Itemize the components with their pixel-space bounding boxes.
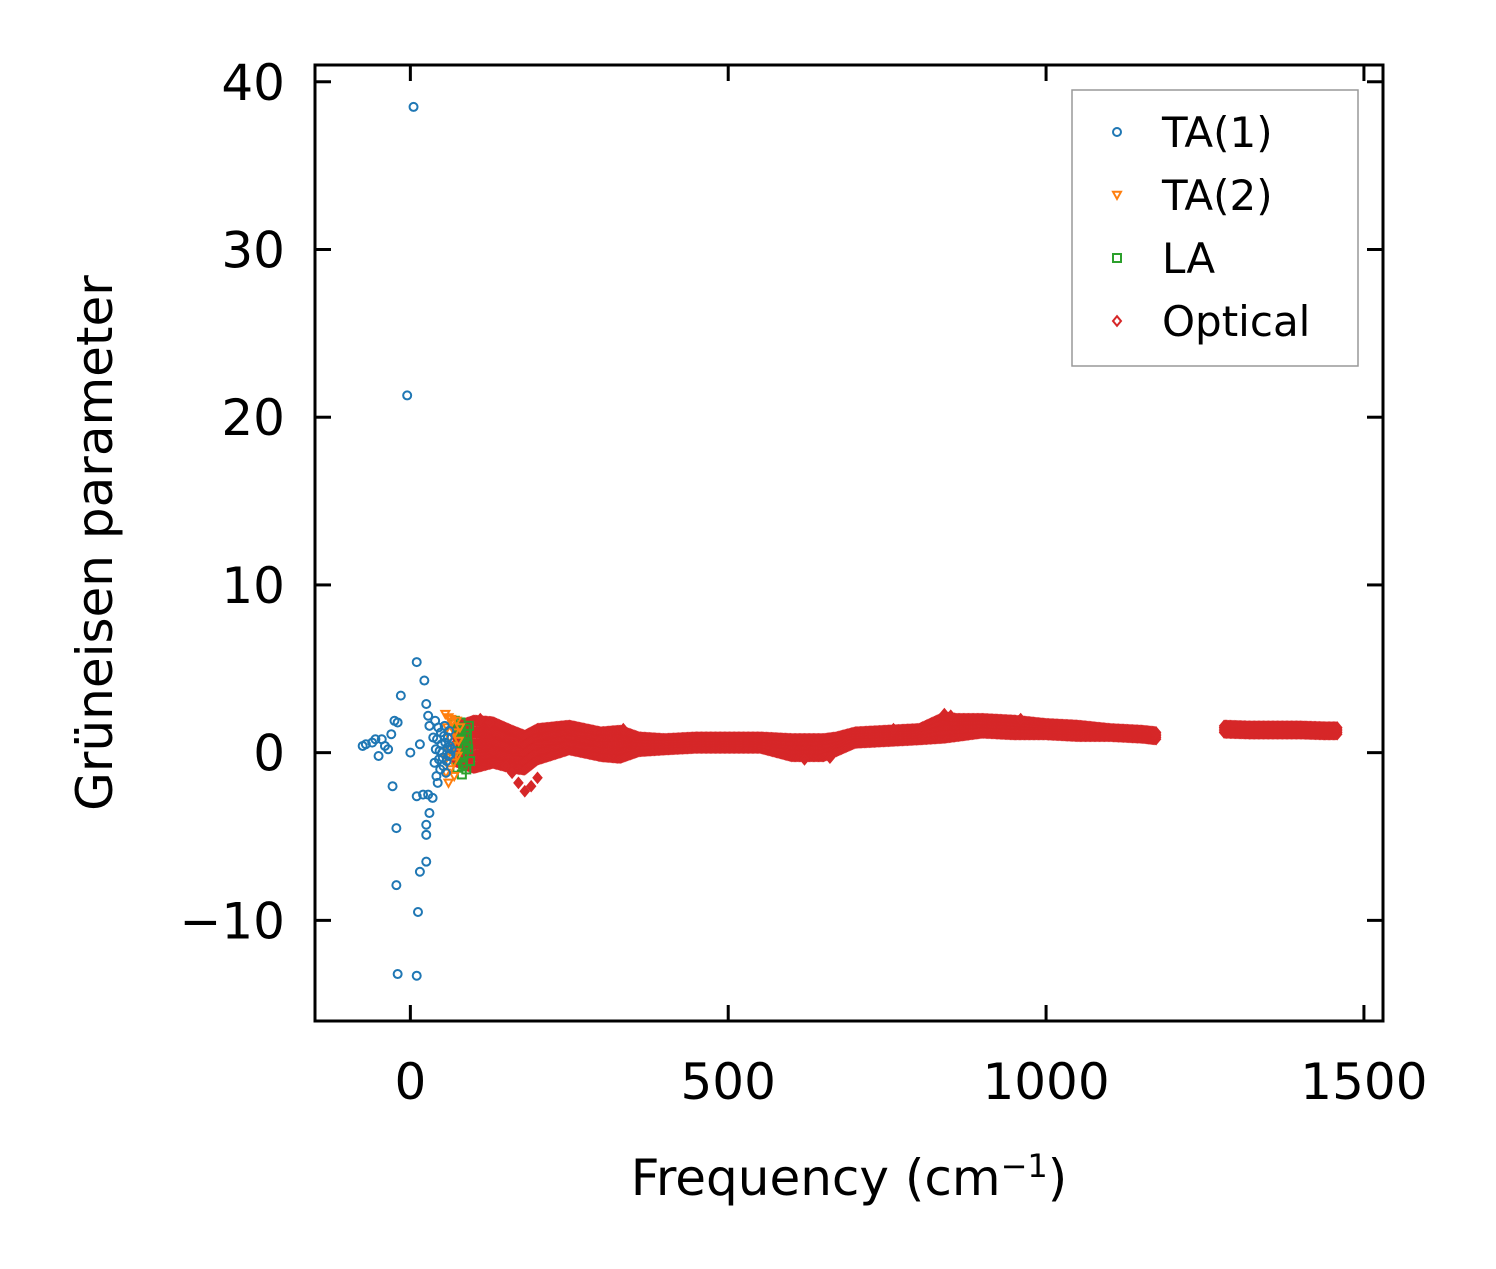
- data-point-ta-1-: [418, 789, 429, 800]
- data-point-ta-1-: [430, 715, 441, 726]
- x-tick-label: 1500: [1300, 1053, 1427, 1111]
- data-point-ta-1-: [423, 710, 434, 721]
- data-point-ta-1-: [412, 906, 423, 917]
- y-tick-label: 40: [221, 54, 285, 112]
- data-point-ta-1-: [421, 699, 432, 710]
- optical-point: [945, 709, 957, 723]
- legend-marker-la: [1112, 253, 1122, 263]
- x-axis-label-superscript: −1: [1001, 1147, 1048, 1185]
- data-point-ta-1-: [446, 744, 457, 755]
- data-point-ta-1-: [392, 969, 403, 980]
- optical-point: [532, 771, 543, 785]
- data-point-ta-1-: [395, 690, 406, 701]
- x-axis-label: Frequency (cm−1): [631, 1147, 1068, 1207]
- legend-label-la: LA: [1162, 234, 1215, 283]
- x-axis-label-main: Frequency (cm: [631, 1149, 1001, 1207]
- data-point-ta-1-: [442, 732, 453, 743]
- optical-point: [506, 766, 518, 780]
- data-point-ta-1-: [424, 720, 435, 731]
- data-point-ta-2-: [451, 716, 463, 727]
- data-point-ta-2-: [454, 723, 466, 734]
- optical-point: [519, 784, 531, 798]
- data-point-ta-1-: [434, 745, 445, 756]
- optical-point: [888, 722, 899, 736]
- data-point-ta-1-: [421, 856, 432, 867]
- data-point-ta-1-: [445, 749, 456, 760]
- x-tick-label: 0: [394, 1053, 426, 1111]
- data-point-ta-1-: [421, 819, 432, 830]
- data-point-ta-1-: [357, 740, 368, 751]
- data-point-ta-1-: [427, 792, 438, 803]
- data-point-ta-1-: [428, 732, 439, 743]
- x-axis-label-close: ): [1048, 1149, 1068, 1207]
- legend: TA(1) TA(2) LA Optical: [1071, 89, 1359, 367]
- data-point-ta-1-: [444, 725, 455, 736]
- data-point-ta-1-: [391, 880, 402, 891]
- data-point-ta-2-: [447, 758, 460, 769]
- data-point-ta-1-: [405, 747, 416, 758]
- plot-frame: [313, 63, 1385, 1023]
- data-point-ta-1-: [429, 757, 440, 768]
- data-point-ta-1-: [411, 657, 422, 668]
- optical-point: [474, 712, 486, 726]
- data-point-ta-1-: [383, 744, 394, 755]
- data-marks: [357, 101, 1343, 981]
- data-point-ta-1-: [424, 808, 435, 819]
- data-point-ta-1-: [421, 829, 432, 840]
- legend-label-ta-1-: TA(1): [1161, 108, 1273, 157]
- optical-point: [824, 751, 836, 765]
- data-point-ta-1-: [411, 970, 422, 981]
- optical-point: [513, 776, 524, 790]
- data-point-ta-2-: [442, 713, 455, 724]
- data-point-ta-1-: [386, 729, 397, 740]
- data-point-ta-1-: [431, 771, 442, 782]
- data-point-ta-1-: [411, 791, 422, 802]
- data-point-ta-1-: [432, 777, 443, 788]
- data-point-la: [465, 756, 476, 767]
- optical-point: [1331, 721, 1343, 734]
- x-tick-label: 1000: [982, 1053, 1109, 1111]
- y-tick-label: 20: [221, 389, 285, 447]
- data-point-ta-1-: [387, 781, 398, 792]
- axes: 0 500 1000 1500 −10 0 10 20 30 40: [179, 54, 1427, 1111]
- data-point-ta-2-: [445, 718, 458, 729]
- y-tick-label: 0: [253, 725, 285, 783]
- optical-point: [484, 716, 496, 729]
- data-point-ta-1-: [392, 717, 403, 728]
- y-tick-label: −10: [179, 892, 285, 950]
- data-point-ta-1-: [414, 739, 425, 750]
- optical-point: [618, 722, 629, 736]
- legend-label-optical: Optical: [1162, 297, 1310, 346]
- data-point-ta-1-: [440, 767, 451, 778]
- data-point-ta-1-: [414, 866, 425, 877]
- data-point-ta-1-: [391, 823, 402, 834]
- optical-point: [1150, 726, 1162, 739]
- data-point-ta-1-: [419, 675, 430, 686]
- data-point-ta-1-: [408, 101, 419, 112]
- legend-label-ta-2-: TA(2): [1161, 171, 1273, 220]
- optical-point: [799, 752, 810, 766]
- data-point-ta-2-: [442, 778, 455, 789]
- x-tick-label: 500: [680, 1053, 775, 1111]
- data-point-la: [463, 744, 474, 755]
- legend-marker-ta-2-: [1111, 190, 1123, 202]
- y-axis-label: Grüneisen parameter: [66, 275, 124, 811]
- data-point-ta-2-: [448, 771, 460, 783]
- legend-marker-ta-1-: [1112, 127, 1122, 137]
- data-point-ta-1-: [373, 751, 384, 762]
- optical-point: [1015, 712, 1026, 726]
- legend-marker-optical: [1111, 314, 1123, 328]
- series-ta-1-: [357, 101, 457, 981]
- y-tick-label: 10: [221, 557, 285, 615]
- data-point-ta-1-: [402, 390, 413, 401]
- data-point-la: [461, 729, 472, 740]
- y-tick-label: 30: [221, 221, 285, 279]
- optical-point: [525, 779, 537, 793]
- data-point-ta-2-: [451, 751, 464, 763]
- optical-point: [500, 759, 512, 773]
- data-point-ta-2-: [452, 736, 465, 747]
- data-point-ta-1-: [367, 737, 378, 748]
